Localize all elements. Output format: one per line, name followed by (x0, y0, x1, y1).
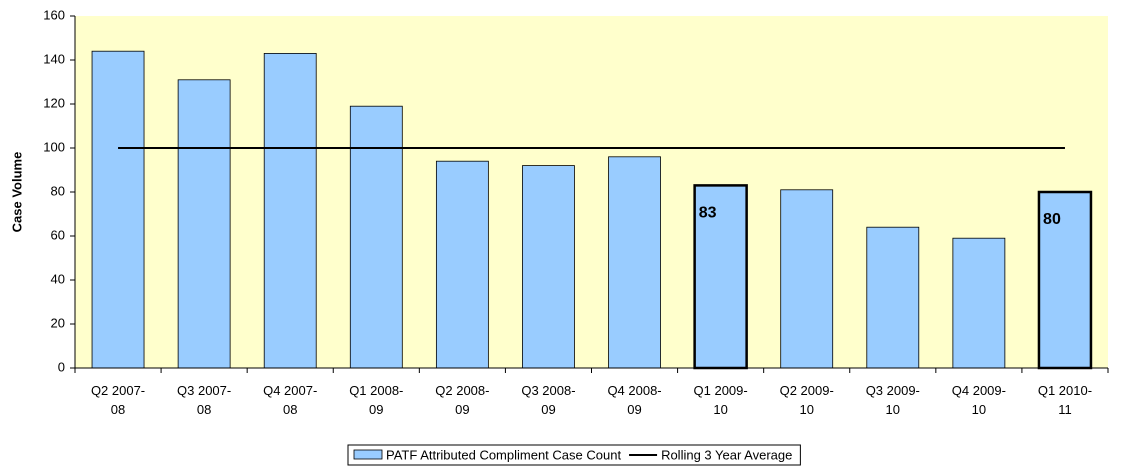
x-tick-label-line: Q3 2008- (521, 383, 575, 398)
x-tick-label-line: Q2 2007- (91, 383, 145, 398)
y-tick-label: 60 (51, 227, 65, 242)
y-tick-label: 20 (51, 315, 65, 330)
y-axis-label: Case Volume (9, 152, 24, 233)
x-tick-label-line: 08 (111, 402, 125, 417)
x-tick-label: Q4 2007- 08 (263, 383, 317, 417)
x-tick-label-line: 09 (627, 402, 641, 417)
bar (263, 53, 317, 369)
legend-swatch (353, 449, 383, 460)
x-tick-label-line: 09 (369, 402, 383, 417)
x-tick-label-line: 10 (886, 402, 900, 417)
x-tick-label: Q2 2007- 08 (91, 383, 145, 417)
x-tick-label: Q4 2009- 10 (952, 383, 1006, 417)
bar (522, 165, 575, 369)
bar (608, 156, 661, 369)
x-tick-label: Q2 2008- 09 (435, 383, 489, 417)
bar (693, 184, 748, 370)
x-tick-label: Q1 2010- 11 (1038, 383, 1092, 417)
bar (780, 189, 834, 369)
x-tick-label: Q2 2009- 10 (780, 383, 834, 417)
x-tick-label-line: Q1 2008- (349, 383, 403, 398)
data-label: 80 (1043, 211, 1061, 228)
x-tick-label: Q3 2007- 08 (177, 383, 231, 417)
y-tick-label: 160 (43, 7, 65, 22)
x-tick-label-line: Q2 2008- (435, 383, 489, 398)
bar (91, 50, 145, 369)
legend-label: PATF Attributed Compliment Case Count (386, 447, 621, 462)
y-tick-label: 40 (51, 271, 65, 286)
x-tick-label-line: 11 (1058, 402, 1072, 417)
y-tick-label: 0 (58, 359, 65, 374)
y-tick-label: 80 (51, 183, 65, 198)
plot-area (75, 16, 1108, 368)
x-tick-label-line: Q2 2009- (780, 383, 834, 398)
bar (349, 105, 403, 369)
bar (435, 160, 489, 369)
y-tick-label: 140 (43, 51, 65, 66)
x-tick-label: Q3 2008- 09 (521, 383, 575, 417)
y-tick-label: 120 (43, 95, 65, 110)
bar (952, 237, 1006, 369)
x-tick-label-line: Q3 2009- (866, 383, 920, 398)
x-tick-label-line: Q4 2008- (607, 383, 661, 398)
legend-label: Rolling 3 Year Average (661, 447, 792, 462)
x-tick-label-line: 10 (713, 402, 727, 417)
x-tick-label-line: Q1 2010- (1038, 383, 1092, 398)
x-tick-label-line: 10 (972, 402, 986, 417)
data-label: 83 (699, 205, 717, 222)
x-tick-label: Q1 2008- 09 (349, 383, 403, 417)
x-tick-label-line: Q4 2009- (952, 383, 1006, 398)
legend-box (347, 444, 801, 466)
x-tick-label: Q4 2008- 09 (607, 383, 661, 417)
x-tick-label-line: Q4 2007- (263, 383, 317, 398)
x-tick-label-line: Q1 2009- (694, 383, 748, 398)
y-tick-label: 100 (43, 139, 65, 154)
x-tick-label-line: 09 (541, 402, 555, 417)
x-tick-label-line: 08 (197, 402, 211, 417)
bar (177, 79, 231, 369)
x-tick-label-line: 10 (799, 402, 813, 417)
legend: PATF Attributed Compliment Case Count Rol… (347, 444, 801, 466)
x-tick-label-line: 09 (455, 402, 469, 417)
x-tick-label: Q1 2009- 10 (694, 383, 748, 417)
x-tick-label: Q3 2009- 10 (866, 383, 920, 417)
bar (866, 226, 920, 369)
x-tick-label-line: Q3 2007- (177, 383, 231, 398)
x-tick-label-line: 08 (283, 402, 297, 417)
